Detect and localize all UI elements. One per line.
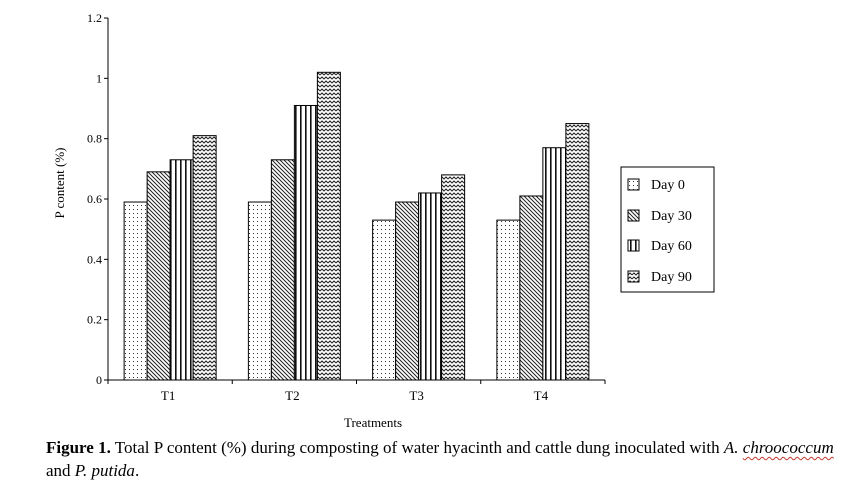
caption-species-1b: chroococcum [742, 438, 834, 457]
y-tick-label: 0.6 [87, 192, 102, 206]
caption-species-1a: A. [723, 438, 739, 457]
bar-day-30-t1 [146, 171, 171, 381]
y-tick-label: 0 [96, 373, 102, 387]
legend-swatch [627, 270, 640, 283]
y-tick-label: 0.8 [87, 132, 102, 146]
caption-end: . [134, 461, 140, 480]
bar-day-0-t3 [372, 219, 397, 381]
plot-area: 0 0.2 0.4 0.6 0.8 1 1.2 T1 T2 T3 T4 [87, 11, 606, 403]
caption-label: Figure 1. [46, 438, 111, 457]
x-tick-label: T3 [409, 388, 423, 403]
y-tick-label: 0.4 [87, 252, 102, 266]
bar-day-60-t3 [418, 192, 443, 381]
bar-day-30-t3 [395, 201, 420, 381]
bar-day-0-t4 [496, 219, 521, 381]
caption-text: Total P content (%) during composting of… [110, 438, 724, 457]
bar-day-90-t3 [441, 174, 466, 381]
bar-day-90-t2 [316, 71, 341, 381]
x-tick-label: T1 [161, 388, 175, 403]
legend-swatch [627, 209, 640, 222]
bar-day-0-t1 [123, 201, 148, 381]
y-tick-label: 1.2 [87, 11, 102, 25]
bar-day-60-t1 [169, 159, 194, 381]
y-axis-title: P content (%) [52, 148, 67, 219]
x-tick-label: T2 [285, 388, 299, 403]
legend-label: Day 0 [651, 178, 685, 193]
figure-caption: Figure 1. Total P content (%) during com… [46, 436, 846, 482]
bar-day-60-t2 [293, 104, 318, 381]
bar-day-30-t2 [270, 159, 295, 381]
caption-species-2: P. putida [74, 461, 135, 480]
bar-day-90-t1 [192, 135, 217, 381]
bar-chart: 00.20.40.60.811.2T1 T2 T3 T4 P content (%) … [52, 11, 715, 430]
y-tick-label: 1 [96, 71, 102, 85]
legend-label: Day 30 [651, 209, 692, 224]
legend-swatch [627, 239, 640, 252]
legend-label: Day 90 [651, 270, 692, 285]
bar-day-60-t4 [542, 147, 567, 381]
x-tick-label: T4 [534, 388, 549, 403]
bar-day-90-t4 [565, 123, 590, 381]
y-tick-label: 0.2 [87, 313, 102, 327]
caption-conj: and [46, 461, 75, 480]
legend-label: Day 60 [651, 239, 692, 254]
bar-day-0-t2 [247, 201, 272, 381]
legend-swatch [627, 178, 640, 191]
legend: Day 0 Day 30 Day 60 Day 90 [620, 166, 715, 293]
bar-day-30-t4 [519, 195, 544, 381]
x-axis-title: Treatments [344, 415, 402, 430]
